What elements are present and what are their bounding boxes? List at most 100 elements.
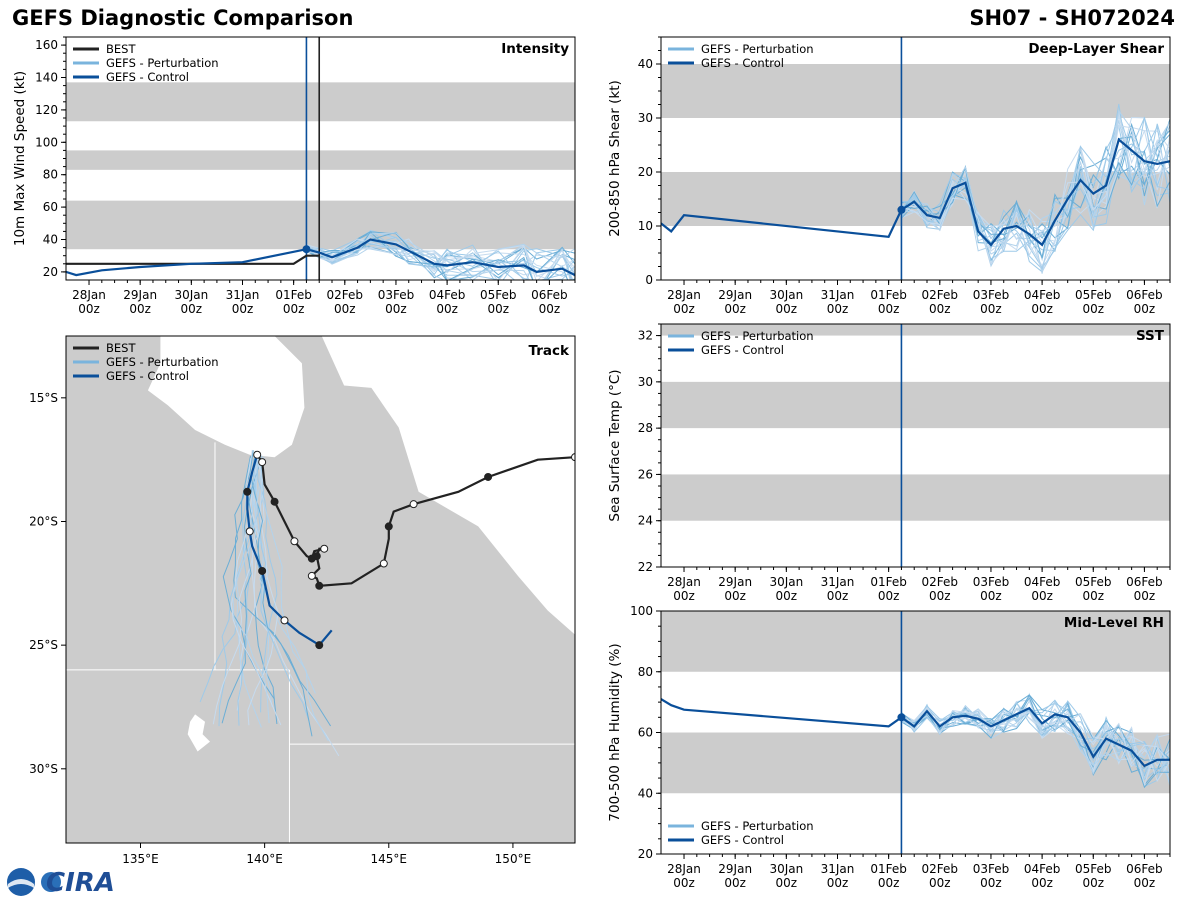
intensity-xtick-label: 04Feb (429, 288, 466, 302)
intensity-ytick-label: 120 (35, 103, 58, 117)
track-legend-best-label: BEST (106, 341, 136, 355)
intensity-ytick-label: 160 (35, 38, 58, 52)
track-ytick-label: 20°S (29, 514, 58, 528)
track-title: Track (529, 343, 570, 359)
shear-legend-perturbation-label: GEFS - Perturbation (701, 42, 814, 56)
intensity-xtick-label: 03Feb (378, 288, 415, 302)
track-perturbation-member (222, 450, 276, 700)
shear-xtick-label: 05Feb (1075, 288, 1112, 302)
intensity-perturbation-member (306, 231, 569, 280)
shear-title: Deep-Layer Shear (1028, 41, 1164, 57)
sst-ytick-label: 32 (638, 329, 653, 343)
shear-ylabel: 200-850 hPa Shear (kt) (607, 80, 623, 237)
intensity-ytick-label: 140 (35, 71, 58, 85)
sst-xtick-label: 00z (673, 589, 695, 603)
intensity-legend-best-label: BEST (106, 42, 136, 56)
globe-icon (41, 872, 61, 892)
shear-xtick-label: 00z (827, 302, 849, 316)
shear-ytick-label: 10 (638, 219, 653, 233)
track-best-point (307, 554, 316, 563)
intensity-perturbation-member (306, 232, 575, 277)
sst-xtick-label: 06Feb (1126, 575, 1163, 589)
intensity-xtick-label: 30Jan (174, 288, 208, 302)
sst-ylabel: Sea Surface Temp (°C) (607, 369, 623, 521)
shear-perturbation-member (900, 112, 1170, 274)
intensity-xtick-label: 00z (436, 302, 458, 316)
shear-xtick-label: 00z (1134, 302, 1156, 316)
intensity-perturbation-member (306, 235, 575, 280)
rh-panel: 2040608010028Jan00z29Jan00z30Jan00z31Jan… (607, 604, 1171, 890)
sst-xtick-label: 00z (724, 589, 746, 603)
rh-xtick-label: 00z (1031, 876, 1053, 890)
track-best-point (307, 571, 316, 580)
track-perturbation-member (260, 456, 329, 742)
shear-xtick-label: 31Jan (821, 288, 855, 302)
sst-xtick-label: 30Jan (769, 575, 803, 589)
shear-xtick-label: 00z (1082, 302, 1104, 316)
intensity-xtick-label: 28Jan (72, 288, 106, 302)
track-control-point (258, 566, 267, 575)
track-best-point (258, 458, 267, 467)
rh-xtick-label: 03Feb (973, 862, 1010, 876)
rh-title: Mid-Level RH (1064, 615, 1164, 631)
shear-legend-control-label: GEFS - Control (701, 56, 784, 70)
track-ytick-label: 25°S (29, 638, 58, 652)
track-best-point (571, 453, 575, 462)
shear-xtick-label: 28Jan (667, 288, 701, 302)
rh-perturbation-member (901, 700, 1170, 776)
gulf-of-carpentaria (147, 336, 305, 458)
shear-xtick-label: 04Feb (1024, 288, 1061, 302)
sst-ytick-label: 30 (638, 375, 653, 389)
shear-plot-area (661, 37, 1170, 280)
sst-ytick-label: 28 (638, 421, 653, 435)
shear-perturbation-member (901, 116, 1170, 252)
intensity-perturbation-member (306, 230, 574, 280)
track-legend-control-label: GEFS - Control (106, 369, 189, 383)
cira-logo: CIRA (7, 868, 114, 898)
shear-xtick-label: 03Feb (973, 288, 1010, 302)
sst-plot-area (661, 324, 1170, 567)
sst-legend-control-label: GEFS - Control (701, 343, 784, 357)
sst-xtick-label: 01Feb (870, 575, 907, 589)
track-perturbation-member (235, 457, 262, 728)
track-panel: 135°E 140°E 145°E 150°E 15°S 20°S 25°S 30°S Trac… (29, 335, 576, 866)
shear-panel: 01020304028Jan00z29Jan00z30Jan00z31Jan00… (607, 36, 1171, 316)
rh-xtick-label: 00z (1082, 876, 1104, 890)
rh-control-marker (897, 713, 906, 722)
rh-xtick-label: 06Feb (1126, 862, 1163, 876)
page-title: GEFS Diagnostic Comparison (12, 6, 354, 30)
track-perturbation-member (256, 457, 278, 713)
track-control-point (245, 527, 254, 536)
track-best-point (320, 544, 329, 553)
track-ytick-label: 30°S (29, 762, 58, 776)
shear-perturbation-member (901, 125, 1170, 265)
rh-xtick-label: 30Jan (769, 862, 803, 876)
shear-threshold-band (661, 64, 1170, 118)
intensity-panel: 2040608010012014016028Jan00z29Jan00z30Ja… (12, 36, 576, 316)
shear-xtick-label: 00z (776, 302, 798, 316)
shear-xtick-label: 00z (1031, 302, 1053, 316)
intensity-perturbation-member (306, 236, 575, 280)
track-best-point (315, 581, 324, 590)
sst-threshold-band (661, 381, 1170, 429)
intensity-title: Intensity (501, 41, 569, 57)
shear-xtick-label: 00z (878, 302, 900, 316)
track-best-point (290, 537, 299, 546)
sst-xtick-label: 00z (1134, 589, 1156, 603)
track-xtick-label: 140°E (246, 852, 283, 866)
intensity-xtick-label: 06Feb (531, 288, 568, 302)
shear-ytick-label: 20 (638, 165, 653, 179)
intensity-ytick-label: 40 (43, 233, 58, 247)
intensity-xtick-label: 00z (283, 302, 305, 316)
shear-xtick-label: 00z (980, 302, 1002, 316)
intensity-ytick-label: 100 (35, 135, 58, 149)
track-best-point (484, 472, 493, 481)
sst-title: SST (1136, 328, 1165, 344)
sst-xtick-label: 00z (878, 589, 900, 603)
intensity-xtick-label: 00z (334, 302, 356, 316)
track-best-point (384, 522, 393, 531)
intensity-legend-control-label: GEFS - Control (106, 70, 189, 84)
intensity-threshold-band (66, 82, 575, 122)
intensity-xtick-label: 05Feb (480, 288, 517, 302)
sst-xtick-label: 00z (929, 589, 951, 603)
